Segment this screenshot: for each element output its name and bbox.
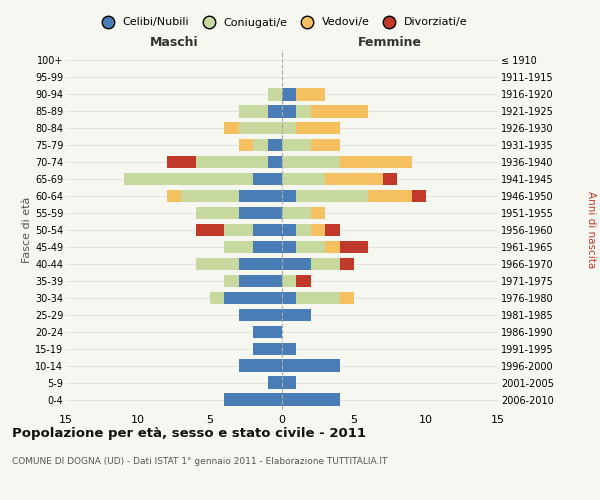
Bar xyxy=(282,240,296,254)
Bar xyxy=(412,190,426,202)
Y-axis label: Fasce di età: Fasce di età xyxy=(22,197,32,263)
Bar xyxy=(325,224,340,236)
Bar xyxy=(253,172,282,186)
Bar xyxy=(296,224,311,236)
Bar xyxy=(167,190,181,202)
Bar xyxy=(383,172,397,186)
Bar xyxy=(124,172,253,186)
Bar xyxy=(340,240,368,254)
Bar xyxy=(282,105,296,118)
Bar xyxy=(239,206,282,220)
Bar xyxy=(296,122,340,134)
Bar xyxy=(311,105,368,118)
Bar xyxy=(311,206,325,220)
Bar xyxy=(311,138,340,151)
Bar xyxy=(340,156,412,168)
Legend: Celibi/Nubili, Coniugati/e, Vedovi/e, Divorziati/e: Celibi/Nubili, Coniugati/e, Vedovi/e, Di… xyxy=(92,13,472,32)
Bar xyxy=(239,308,282,322)
Bar xyxy=(282,258,311,270)
Bar xyxy=(368,190,412,202)
Bar xyxy=(196,258,239,270)
Bar xyxy=(268,376,282,389)
Bar xyxy=(253,342,282,355)
Bar xyxy=(268,88,282,101)
Bar xyxy=(282,292,296,304)
Bar xyxy=(239,360,282,372)
Bar xyxy=(224,240,253,254)
Bar xyxy=(311,258,340,270)
Bar xyxy=(282,138,311,151)
Bar xyxy=(167,156,196,168)
Bar xyxy=(340,292,354,304)
Bar xyxy=(296,240,325,254)
Text: Maschi: Maschi xyxy=(149,36,199,49)
Bar xyxy=(224,224,253,236)
Bar xyxy=(325,240,340,254)
Bar xyxy=(282,190,296,202)
Bar xyxy=(282,172,325,186)
Bar xyxy=(196,224,224,236)
Bar xyxy=(253,138,268,151)
Bar xyxy=(282,274,296,287)
Bar xyxy=(224,394,282,406)
Bar xyxy=(296,274,311,287)
Bar xyxy=(296,292,340,304)
Bar xyxy=(253,224,282,236)
Bar xyxy=(239,258,282,270)
Bar xyxy=(268,138,282,151)
Bar xyxy=(239,274,282,287)
Bar xyxy=(325,172,383,186)
Bar xyxy=(268,105,282,118)
Bar xyxy=(224,274,239,287)
Bar xyxy=(282,206,311,220)
Text: Anni di nascita: Anni di nascita xyxy=(586,192,596,268)
Bar xyxy=(282,360,340,372)
Bar xyxy=(296,190,368,202)
Bar xyxy=(311,224,325,236)
Bar xyxy=(210,292,224,304)
Bar xyxy=(239,190,282,202)
Bar xyxy=(253,240,282,254)
Bar xyxy=(282,394,340,406)
Bar xyxy=(282,88,296,101)
Bar xyxy=(340,258,354,270)
Bar xyxy=(282,224,296,236)
Bar xyxy=(239,122,282,134)
Bar xyxy=(296,105,311,118)
Bar xyxy=(253,326,282,338)
Bar xyxy=(239,138,253,151)
Text: Popolazione per età, sesso e stato civile - 2011: Popolazione per età, sesso e stato civil… xyxy=(12,428,366,440)
Bar xyxy=(239,105,268,118)
Bar xyxy=(196,156,268,168)
Text: COMUNE DI DOGNA (UD) - Dati ISTAT 1° gennaio 2011 - Elaborazione TUTTITALIA.IT: COMUNE DI DOGNA (UD) - Dati ISTAT 1° gen… xyxy=(12,458,388,466)
Bar xyxy=(282,376,296,389)
Text: Femmine: Femmine xyxy=(358,36,422,49)
Bar xyxy=(282,122,296,134)
Bar xyxy=(224,292,282,304)
Bar xyxy=(224,122,239,134)
Bar xyxy=(282,156,340,168)
Bar xyxy=(282,308,311,322)
Bar xyxy=(296,88,325,101)
Bar xyxy=(268,156,282,168)
Bar xyxy=(181,190,239,202)
Bar xyxy=(196,206,239,220)
Bar xyxy=(282,342,296,355)
